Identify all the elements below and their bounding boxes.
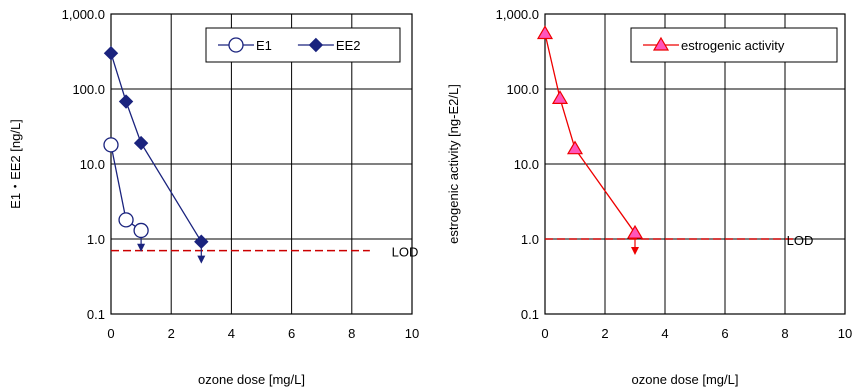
- y-tick-label: 100.0: [72, 82, 105, 97]
- data-point: [118, 94, 134, 109]
- below-lod-arrowhead: [137, 243, 146, 252]
- legend-marker: [308, 37, 324, 53]
- x-axis-label: ozone dose [mg/L]: [632, 372, 739, 387]
- y-tick-label: 0.1: [521, 307, 539, 322]
- legend-label: E1: [256, 38, 272, 53]
- data-point: [133, 135, 149, 151]
- legend-label: estrogenic activity: [681, 38, 785, 53]
- x-tick-label: 6: [721, 326, 728, 341]
- data-point: [626, 224, 644, 239]
- x-tick-label: 8: [348, 326, 355, 341]
- series-line: [110, 53, 202, 243]
- data-point: [194, 234, 209, 249]
- legend: estrogenic activity: [630, 27, 838, 63]
- x-tick-label: 0: [541, 326, 548, 341]
- plot-frame: [544, 13, 846, 315]
- chart-2: 0 2 4 6 8 10 0.1 1.0 10.0 100.0 1,000.0 ozone dose …: [446, 7, 852, 387]
- y-tick-label: 10.0: [80, 157, 105, 172]
- x-tick-label: 4: [228, 326, 235, 341]
- series-estrogenic-activity: [536, 25, 644, 239]
- x-tick-label: 2: [168, 326, 175, 341]
- y-tick-label: 1,000.0: [62, 7, 105, 22]
- y-axis-label: E1・EE2 [ng/L]: [8, 119, 23, 209]
- legend: E1 EE2: [205, 27, 401, 63]
- legend-label: EE2: [336, 38, 361, 53]
- data-point: [133, 222, 149, 239]
- x-tick-label: 10: [405, 326, 419, 341]
- below-lod-arrowhead: [631, 247, 639, 256]
- y-tick-label: 0.1: [87, 307, 105, 322]
- x-tick-label: 8: [781, 326, 788, 341]
- chart-1: 0 2 4 6 8 10 0.1 1.0 10.0 100.0 1,000.0 ozone dose …: [8, 7, 419, 387]
- legend-marker: [228, 37, 244, 53]
- lod-label: LOD: [392, 245, 419, 260]
- y-axis-label: estrogenic activity [ng-E2/L]: [446, 84, 461, 244]
- y-tick-label: 100.0: [506, 82, 539, 97]
- x-tick-label: 2: [601, 326, 608, 341]
- series-e1: [103, 137, 149, 239]
- data-point: [566, 140, 584, 155]
- x-tick-label: 10: [838, 326, 852, 341]
- below-lod-arrowhead: [197, 255, 206, 264]
- y-tick-label: 1.0: [521, 232, 539, 247]
- lod-label: LOD: [787, 233, 814, 248]
- data-point: [103, 46, 119, 61]
- plot-frame: [110, 13, 413, 315]
- x-tick-label: 4: [661, 326, 668, 341]
- x-axis-label: ozone dose [mg/L]: [198, 372, 305, 387]
- data-point: [536, 25, 554, 40]
- y-tick-label: 1,000.0: [496, 7, 539, 22]
- legend-marker: [652, 36, 670, 51]
- y-tick-label: 10.0: [514, 157, 539, 172]
- data-point: [103, 137, 119, 153]
- y-tick-label: 1.0: [87, 232, 105, 247]
- series-line: [544, 33, 636, 234]
- data-point: [118, 212, 134, 228]
- x-tick-label: 6: [288, 326, 295, 341]
- series-ee2: [103, 46, 209, 249]
- x-tick-label: 0: [107, 326, 114, 341]
- data-point: [551, 90, 569, 104]
